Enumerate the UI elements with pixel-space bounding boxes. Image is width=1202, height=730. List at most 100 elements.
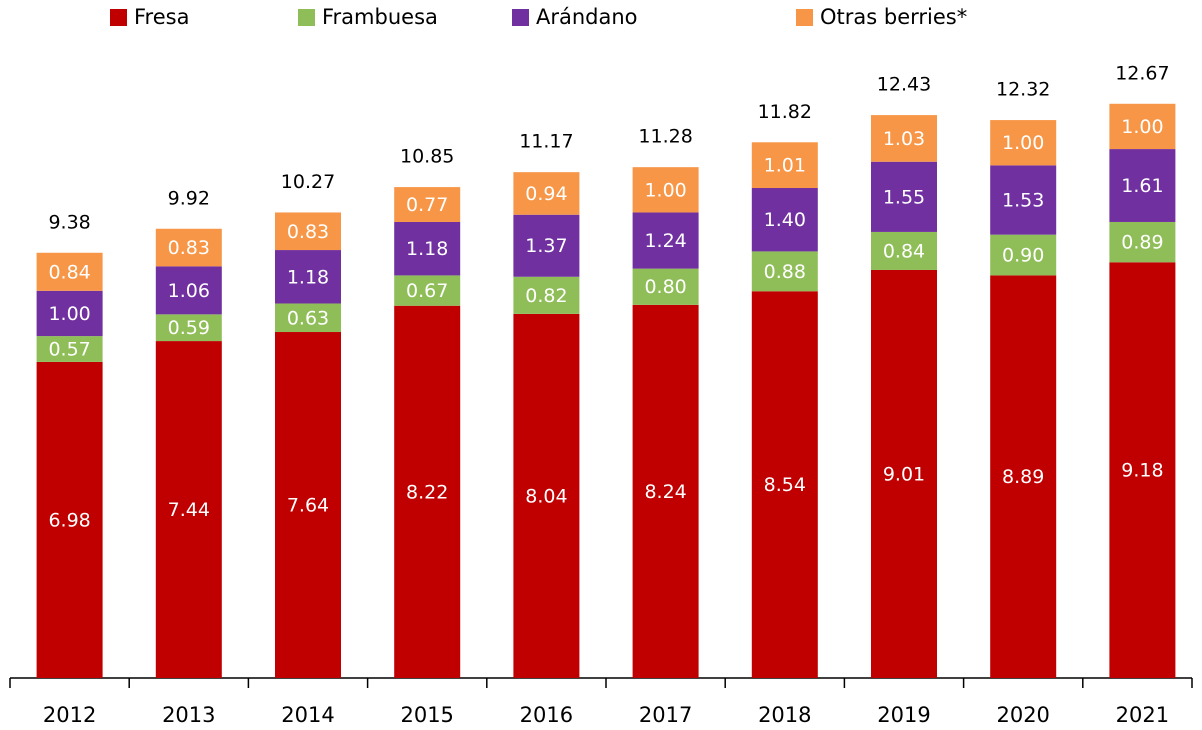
bar-segment xyxy=(990,275,1057,678)
bar-segment xyxy=(155,314,222,342)
x-tick-label: 2018 xyxy=(758,703,811,727)
total-label: 9.92 xyxy=(168,187,210,209)
x-tick-label: 2017 xyxy=(639,703,692,727)
legend-label: Arándano xyxy=(536,5,638,29)
bar-segment xyxy=(275,303,341,333)
value-label: 1.01 xyxy=(764,155,806,177)
total-label: 11.82 xyxy=(758,101,812,123)
value-label: 1.00 xyxy=(1121,116,1163,138)
x-tick-label: 2020 xyxy=(996,703,1049,727)
value-label: 1.00 xyxy=(1002,132,1044,154)
bar-segment xyxy=(990,165,1057,235)
legend-swatch xyxy=(796,9,813,26)
bar-segment xyxy=(751,188,818,252)
value-label: 0.83 xyxy=(287,221,329,243)
bar-segment xyxy=(632,167,699,213)
bar-segment xyxy=(394,305,461,678)
bar-segment xyxy=(990,234,1057,276)
value-label: 0.84 xyxy=(48,261,90,283)
bar-segment xyxy=(394,221,461,276)
bar-segment xyxy=(1109,103,1176,150)
value-label: 1.06 xyxy=(168,280,210,302)
bar-segment xyxy=(632,212,699,269)
legend-label: Otras berries* xyxy=(820,5,967,29)
value-label: 9.01 xyxy=(883,463,925,485)
bar-segment xyxy=(513,172,580,215)
bar-segment xyxy=(275,332,341,678)
bar-segment xyxy=(1109,262,1176,678)
legend-swatch xyxy=(298,9,315,26)
bar-segment xyxy=(871,231,937,270)
total-label: 12.43 xyxy=(877,74,931,96)
total-label: 10.27 xyxy=(281,171,335,193)
value-label: 0.84 xyxy=(883,240,925,262)
value-label: 8.04 xyxy=(525,485,567,507)
bar-segment xyxy=(275,250,341,304)
bar-segment xyxy=(990,120,1057,166)
bar-segment xyxy=(155,228,222,267)
value-label: 0.63 xyxy=(287,307,329,329)
value-label: 6.98 xyxy=(48,509,90,531)
legend-swatch xyxy=(512,9,529,26)
value-label: 1.00 xyxy=(48,303,90,325)
bar-segment xyxy=(751,291,818,678)
total-label: 11.17 xyxy=(519,131,573,153)
total-label: 9.38 xyxy=(48,211,90,233)
value-label: 8.54 xyxy=(764,474,806,496)
value-label: 1.24 xyxy=(644,230,686,252)
bar-segment xyxy=(155,266,222,315)
bar-segment xyxy=(36,290,103,337)
value-label: 1.53 xyxy=(1002,190,1044,212)
total-label: 12.32 xyxy=(996,79,1050,101)
bar-segment xyxy=(632,304,699,678)
legend-swatch xyxy=(110,9,127,26)
value-label: 1.37 xyxy=(525,235,567,257)
bar-segment xyxy=(751,142,818,189)
value-label: 9.18 xyxy=(1121,460,1163,482)
value-label: 8.22 xyxy=(406,481,448,503)
bar-segment xyxy=(632,268,699,305)
value-label: 0.88 xyxy=(764,261,806,283)
bar-segment xyxy=(36,361,103,678)
value-label: 0.89 xyxy=(1121,232,1163,254)
bar-segment xyxy=(36,336,103,362)
bar-segment xyxy=(513,313,580,678)
value-label: 7.44 xyxy=(168,499,210,521)
x-tick-label: 2019 xyxy=(877,703,930,727)
value-label: 0.67 xyxy=(406,280,448,302)
value-label: 1.40 xyxy=(764,209,806,231)
bar-segment xyxy=(513,276,580,314)
x-tick-label: 2021 xyxy=(1116,703,1169,727)
legend-label: Frambuesa xyxy=(322,5,438,29)
value-label: 0.77 xyxy=(406,194,448,216)
total-label: 12.67 xyxy=(1115,62,1169,84)
value-label: 0.94 xyxy=(525,183,567,205)
bar-segment xyxy=(1109,221,1176,263)
total-label: 11.28 xyxy=(638,126,692,148)
value-label: 1.61 xyxy=(1121,175,1163,197)
value-label: 1.00 xyxy=(644,179,686,201)
value-label: 1.55 xyxy=(883,186,925,208)
value-label: 8.24 xyxy=(644,481,686,503)
value-label: 0.82 xyxy=(525,285,567,307)
bar-segment xyxy=(871,161,937,232)
legend-label: Fresa xyxy=(134,5,189,29)
value-label: 0.83 xyxy=(168,237,210,259)
x-tick-label: 2012 xyxy=(43,703,96,727)
x-tick-label: 2015 xyxy=(400,703,453,727)
value-label: 0.80 xyxy=(644,276,686,298)
value-label: 0.90 xyxy=(1002,245,1044,267)
value-label: 0.57 xyxy=(48,338,90,360)
value-label: 0.59 xyxy=(168,317,210,339)
bar-segment xyxy=(871,269,937,678)
bar-segment xyxy=(155,341,222,678)
value-label: 1.18 xyxy=(287,266,329,288)
bar-segment xyxy=(513,214,580,277)
x-tick-label: 2013 xyxy=(162,703,215,727)
x-tick-label: 2016 xyxy=(520,703,573,727)
value-label: 1.03 xyxy=(883,128,925,150)
bar-segment xyxy=(751,251,818,292)
total-label: 10.85 xyxy=(400,146,454,168)
x-tick-label: 2014 xyxy=(281,703,334,727)
